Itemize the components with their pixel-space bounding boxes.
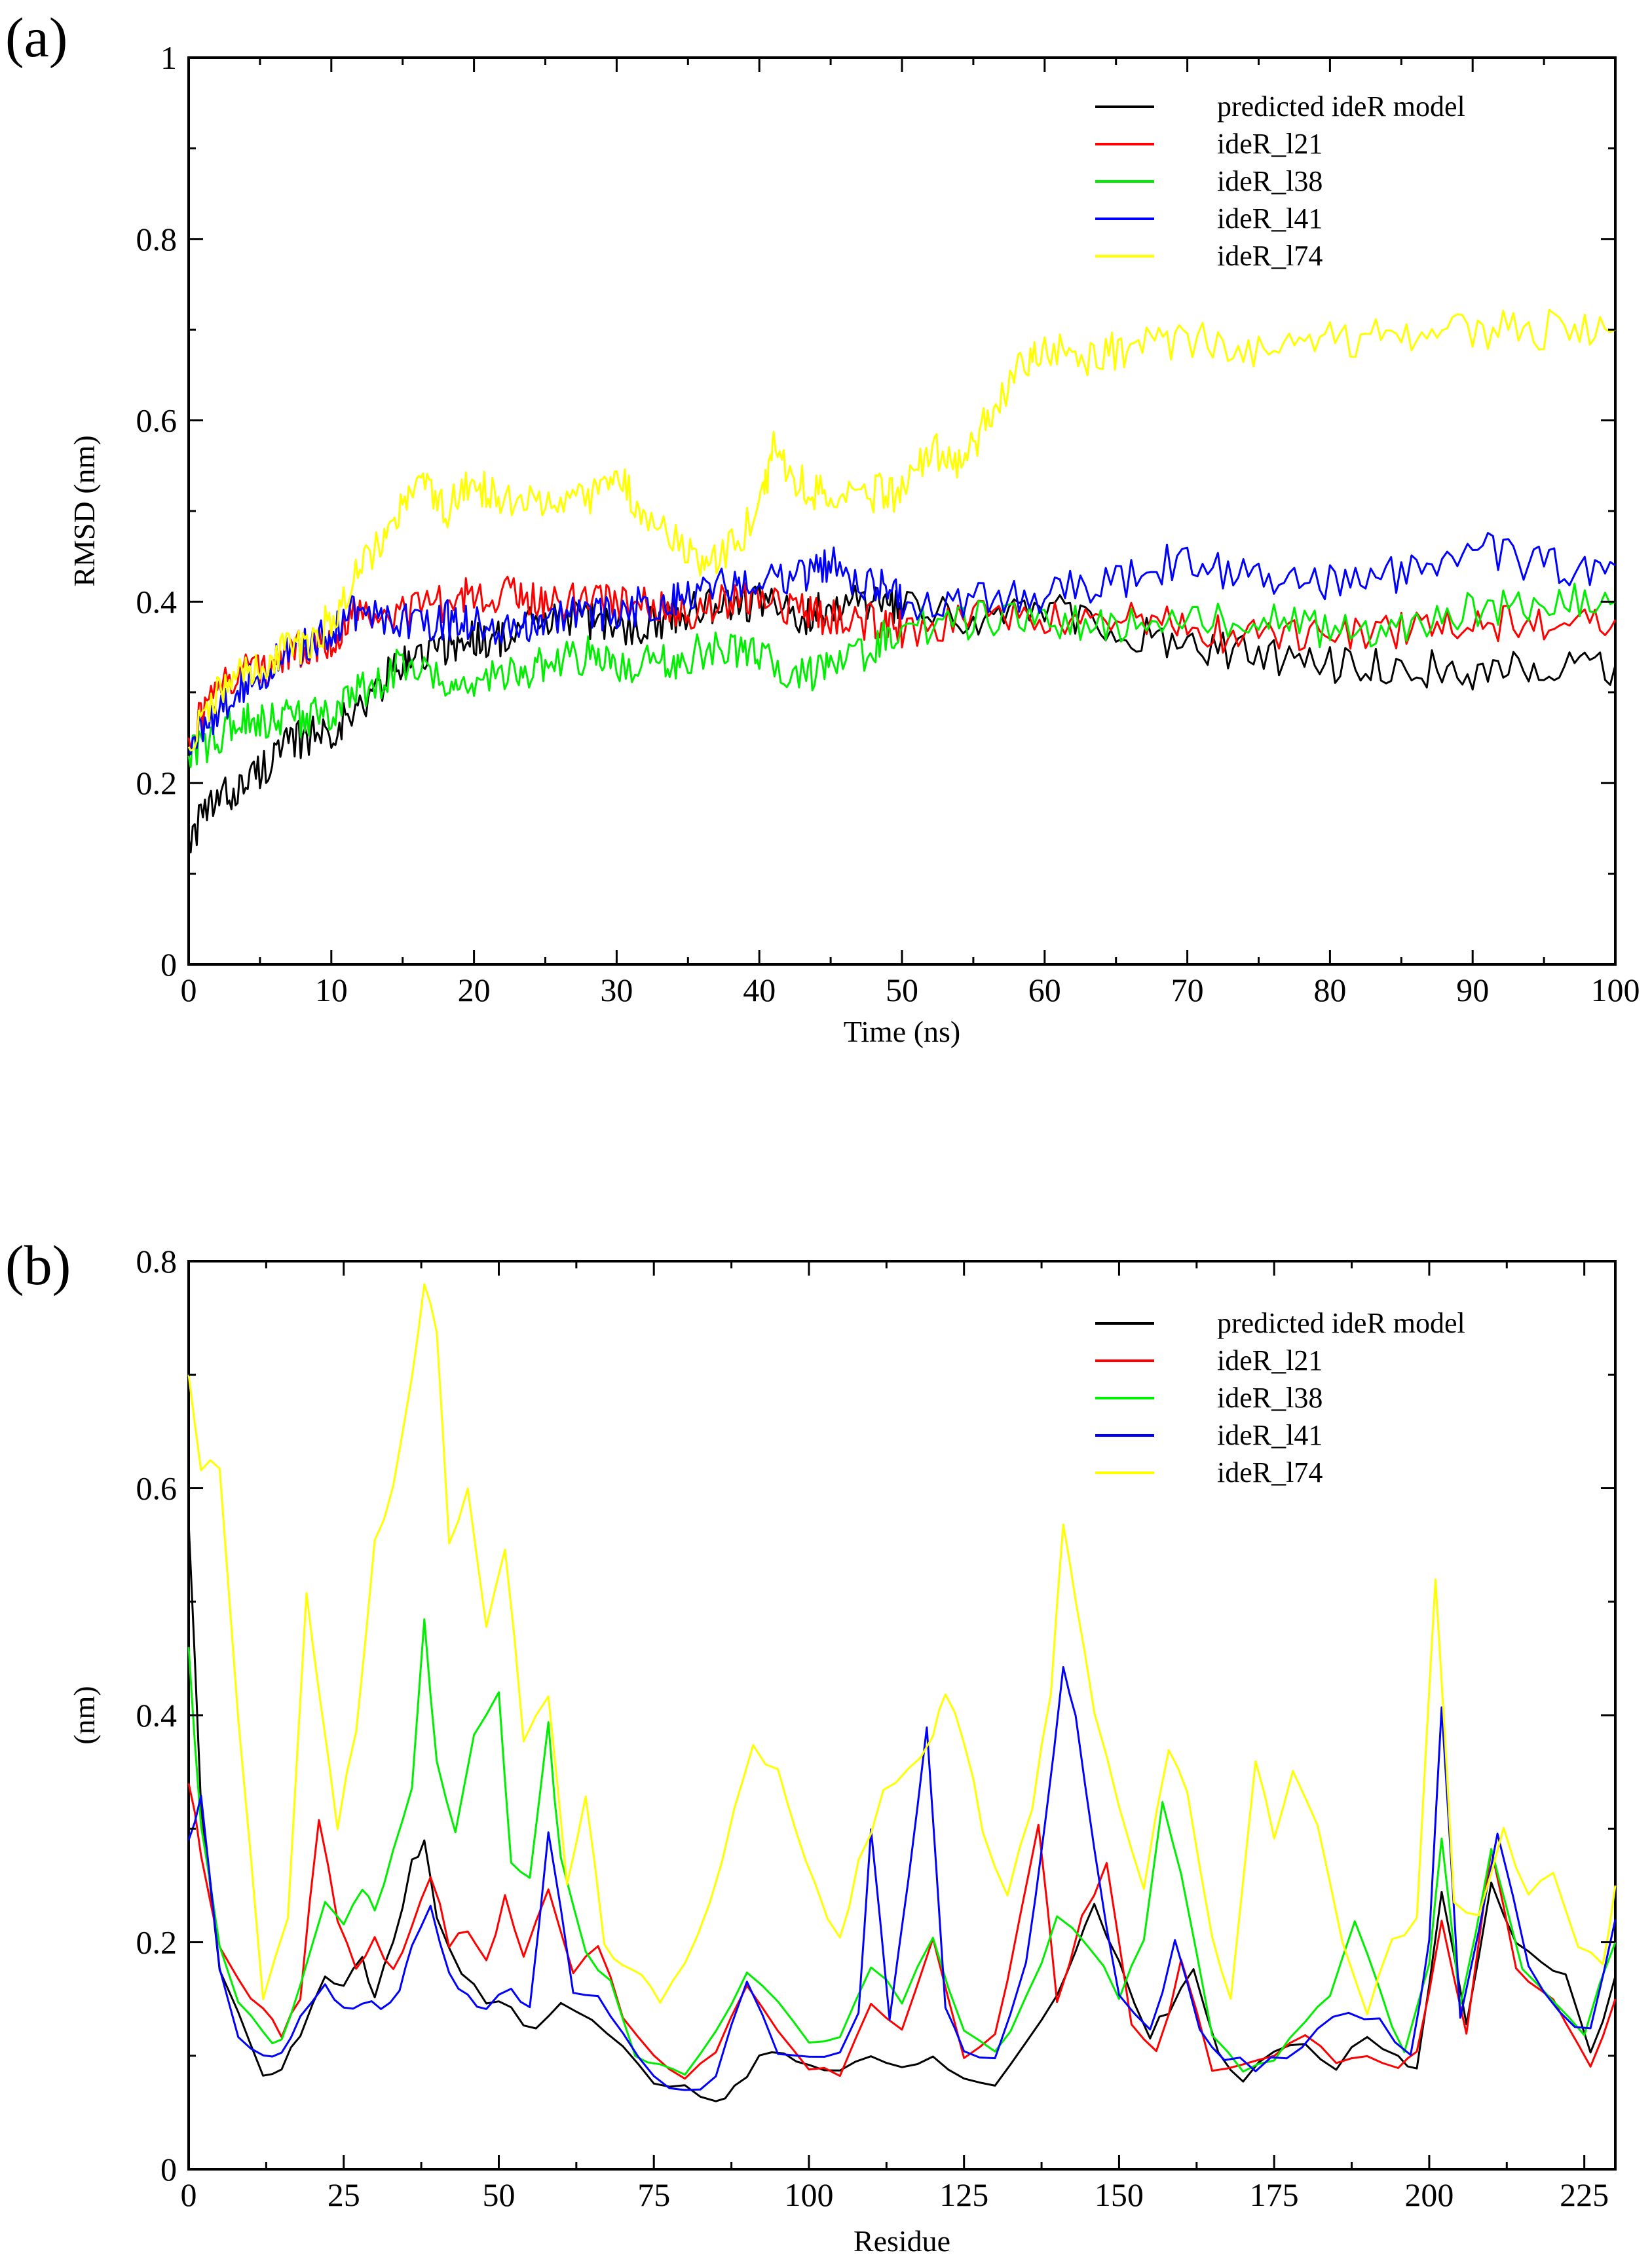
y-tick-label-a: 0.6 — [136, 402, 178, 439]
y-tick-label-a: 0.8 — [136, 221, 178, 257]
x-axis-title-b: Residue — [854, 2224, 950, 2258]
legend-label-b-ider-l74: ideR_l74 — [1217, 1456, 1323, 1489]
series-line-b-ider-l74 — [187, 1283, 1617, 2015]
legend-b: predicted ideR model ideR_l21 ideR_l38 ideR… — [1095, 1307, 1465, 1489]
panel-label-a: (a) — [5, 6, 67, 69]
x-tick-label-b: 125 — [939, 2176, 988, 2213]
x-tick-label-a: 60 — [1028, 972, 1061, 1008]
tick-layer-b: 0 25 50 75 100 125 150 175 200 225 0 0.2 0.4 0.6 0.8 — [136, 1243, 1615, 2213]
series-line-a-predicted-ider-model — [187, 582, 1617, 854]
series-line-b-predicted-ider-model — [187, 1522, 1617, 2102]
y-tick-label-a: 0 — [160, 946, 177, 983]
series-line-b-ider-l21 — [187, 1783, 1617, 2080]
legend-label-b-predicted-ider-model: predicted ideR model — [1217, 1307, 1465, 1339]
x-tick-label-b: 175 — [1250, 2176, 1299, 2213]
series-line-a-ider-l21 — [187, 575, 1617, 751]
legend-a: predicted ideR model ideR_l21 ideR_l38 ideR… — [1095, 90, 1465, 272]
x-tick-label-b: 100 — [784, 2176, 833, 2213]
x-tick-label-a: 50 — [886, 972, 918, 1008]
y-tick-label-b: 0 — [160, 2151, 177, 2188]
series-layer-b — [187, 1283, 1617, 2102]
x-axis-title-a: Time (ns) — [844, 1015, 961, 1048]
x-tick-label-b: 150 — [1095, 2176, 1144, 2213]
panel-a: (a) 0 10 20 30 40 50 60 70 80 90 100 0 0.2 0.4 0.6 0.8 1… — [5, 6, 1640, 1048]
panel-b: (b) 0 25 50 75 100 125 150 175 200 22500.20.40.60… — [5, 1234, 1617, 2258]
y-tick-label-a: 0.4 — [136, 583, 178, 620]
x-tick-label-b: 225 — [1560, 2176, 1609, 2213]
x-tick-label-a: 40 — [743, 972, 776, 1008]
y-axis-title-a: RMSD (nm) — [67, 435, 101, 586]
x-tick-label-b: 25 — [328, 2176, 360, 2213]
x-tick-label-a: 10 — [315, 972, 348, 1008]
legend-label-a-predicted-ider-model: predicted ideR model — [1217, 90, 1465, 123]
series-line-b-ider-l41 — [187, 1666, 1617, 2091]
legend-label-b-ider-l38: ideR_l38 — [1217, 1382, 1323, 1414]
y-tick-label-b: 0.6 — [136, 1470, 178, 1507]
x-tick-label-a: 70 — [1171, 972, 1204, 1008]
legend-label-a-ider-l38: ideR_l38 — [1217, 165, 1323, 197]
series-layer-a — [187, 309, 1617, 854]
legend-label-a-ider-l74: ideR_l74 — [1217, 240, 1323, 272]
series-line-a-ider-l74 — [187, 309, 1616, 751]
x-tick-label-a: 30 — [600, 972, 633, 1008]
series-line-a-ider-l41 — [187, 532, 1616, 755]
x-tick-label-a: 0 — [181, 972, 197, 1008]
x-tick-label-b: 0 — [181, 2176, 197, 2213]
y-tick-label-b: 0.4 — [136, 1697, 178, 1734]
legend-label-b-ider-l21: ideR_l21 — [1217, 1344, 1323, 1376]
x-tick-label-b: 75 — [637, 2176, 670, 2213]
series-line-a-ider-l38 — [187, 582, 1616, 769]
legend-label-b-ider-l41: ideR_l41 — [1217, 1419, 1323, 1451]
x-tick-label-a: 20 — [458, 972, 491, 1008]
x-tick-label-a: 80 — [1313, 972, 1346, 1008]
x-tick-label-a: 90 — [1456, 972, 1489, 1008]
tick-layer-a: 0 10 20 30 40 50 60 70 80 90 100 0 0.2 0.4 0.6 0.8 1 — [136, 39, 1640, 1008]
legend-label-a-ider-l41: ideR_l41 — [1217, 202, 1323, 235]
y-tick-label-a: 0.2 — [136, 765, 178, 801]
series-line-b-ider-l38 — [187, 1618, 1617, 2076]
x-tick-label-b: 50 — [482, 2176, 515, 2213]
y-axis-title-b: (nm) — [67, 1686, 101, 1744]
x-tick-label-a: 100 — [1591, 972, 1640, 1008]
x-tick-label-b: 200 — [1404, 2176, 1454, 2213]
y-tick-label-b: 0.8 — [136, 1243, 178, 1280]
legend-label-a-ider-l21: ideR_l21 — [1217, 128, 1323, 160]
y-tick-label-a: 1 — [160, 39, 177, 76]
y-tick-label-b: 0.2 — [136, 1924, 178, 1961]
panel-label-b: (b) — [5, 1234, 71, 1297]
